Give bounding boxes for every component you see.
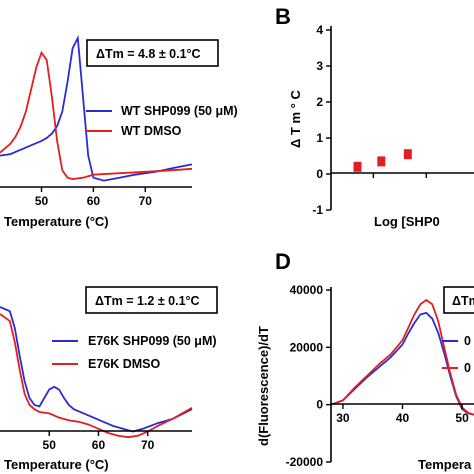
panel-c-x-tick-label: 50: [43, 438, 57, 452]
panel-d-y-tick-label: 20000: [290, 340, 324, 354]
panel-c-series-2-line: [0, 313, 193, 439]
panel-a-x-ticks: 50 60 70: [35, 187, 152, 208]
panel-d-legend-label-2: 0: [464, 361, 471, 375]
panel-d-x-axis-label: Tempera: [418, 457, 472, 472]
panel-c-legend-label-2: E76K DMSO: [88, 357, 161, 371]
panel-d-y-tick-label: 0: [316, 398, 323, 412]
panel-a-series-1-line: [0, 34, 193, 182]
panel-d-lines: [330, 298, 474, 416]
panel-b-x-axis-label: Log [SHP0: [374, 214, 440, 229]
panel-d-dtm-text: ΔTm: [452, 294, 474, 308]
panel-d-y-tick-label: -20000: [286, 455, 324, 469]
panel-b-y-tick-label: 3: [316, 59, 323, 73]
panel-b: B -1 0 1 2 3 4 Δ T m ° C Log [SHP0: [275, 4, 474, 229]
panel-b-y-tick-label: -1: [312, 203, 323, 217]
panel-d-x-tick-label: 40: [396, 411, 410, 425]
panel-d-y-tick-label: 40000: [290, 283, 324, 297]
panel-d-x-tick-label: 30: [336, 411, 350, 425]
panel-c-x-ticks: 50 60 70: [43, 431, 155, 452]
panel-c-x-axis-label: Temperature (°C): [4, 457, 109, 472]
panel-a-x-tick-label: 60: [87, 194, 101, 208]
panel-c-dtm-text: ΔTm = 1.2 ± 0.1°C: [95, 294, 200, 308]
panel-d-series-1-line: [330, 311, 474, 416]
panel-b-y-ticks: -1 0 1 2 3 4: [312, 23, 331, 217]
panel-a-x-axis-label: Temperature (°C): [4, 214, 109, 229]
panel-d-letter: D: [275, 249, 291, 274]
panel-c-lines: [0, 306, 193, 439]
panel-b-y-axis-label: Δ T m ° C: [288, 90, 303, 148]
panel-d-dtm-box: [443, 286, 474, 314]
panel-b-points: [353, 149, 412, 172]
panel-d-x-ticks: 30 40 50: [336, 404, 469, 425]
panel-c-x-tick-label: 60: [92, 438, 106, 452]
panel-b-data-point: [353, 161, 362, 172]
panel-a-legend-label-2: WT DMSO: [121, 124, 182, 138]
panel-c-legend-label-1: E76K SHP099 (50 μM): [88, 334, 217, 348]
panel-c-x-tick-label: 70: [141, 438, 155, 452]
panel-b-y-tick-label: 2: [316, 95, 323, 109]
panel-a-lines: [0, 34, 193, 182]
panel-a: 50 60 70 Temperature (°C) ΔTm = 4.8 ± 0.1°…: [0, 34, 238, 229]
panel-b-data-point: [377, 156, 386, 167]
panel-d-x-tick-label: 50: [455, 411, 469, 425]
panel-a-dtm-box: [86, 39, 219, 67]
panel-d-legend-label-1: 0: [464, 334, 471, 348]
panel-a-legend-label-1: WT SHP099 (50 μM): [121, 104, 238, 118]
panel-d-y-ticks: -20000 0 20000 40000: [286, 283, 331, 469]
panel-b-y-tick-label: 1: [316, 131, 323, 145]
panel-b-x-ticks: [372, 173, 428, 178]
panel-a-dtm-text: ΔTm = 4.8 ± 0.1°C: [96, 47, 201, 61]
panel-a-x-tick-label: 70: [139, 194, 153, 208]
panel-a-x-tick-label: 50: [35, 194, 49, 208]
panel-b-y-tick-label: 4: [316, 23, 323, 37]
panel-c: 50 60 70 Temperature (°C) ΔTm = 1.2 ± 0.1°…: [0, 286, 218, 472]
panel-b-y-tick-label: 0: [316, 167, 323, 181]
panel-d: D -20000 0 20000 40000 30 40 50 d(Fluorescenc…: [256, 249, 474, 472]
panel-b-data-point: [403, 149, 412, 160]
panel-b-letter: B: [275, 4, 291, 29]
panel-d-series-2-line: [330, 298, 474, 416]
panel-a-series-2-line: [0, 50, 193, 181]
panel-d-y-axis-label: d(Fluorescence)/dT: [256, 326, 271, 446]
panel-c-dtm-box: [85, 286, 218, 314]
